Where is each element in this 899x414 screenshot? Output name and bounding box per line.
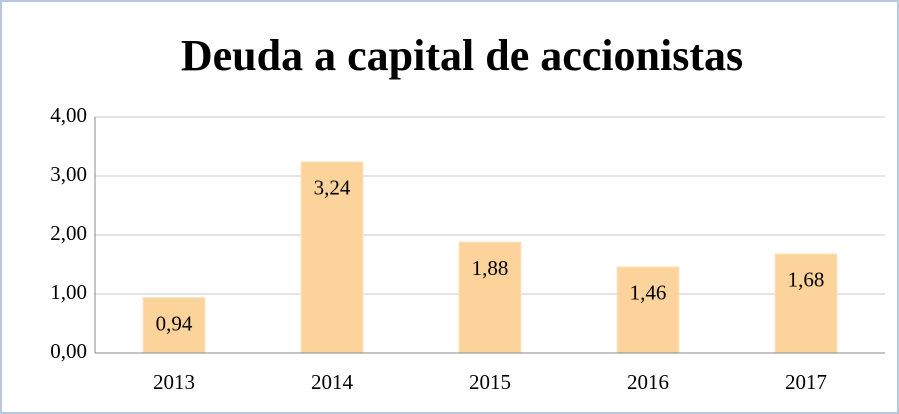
value-label: 3,24 [314,176,351,200]
y-tick-label: 2,00 [50,221,87,245]
value-label: 1,68 [788,268,825,292]
x-tick-label: 2017 [785,370,827,394]
chart-title: Deuda a capital de accionistas [181,31,743,80]
x-tick-label: 2015 [469,370,511,394]
y-tick-label: 4,00 [50,103,87,127]
bar [774,253,838,354]
x-tick-label: 2014 [311,370,354,394]
y-tick-label: 3,00 [50,162,87,186]
x-tick-label: 2013 [153,370,195,394]
value-label: 1,46 [630,281,667,305]
y-tick-label: 0,00 [50,339,87,363]
bar [300,161,364,354]
bar [458,241,522,354]
bar [142,297,206,354]
y-tick-label: 1,00 [50,280,87,304]
bar [616,266,680,354]
value-label: 0,94 [156,311,193,335]
value-label: 1,88 [472,256,509,280]
x-tick-label: 2016 [627,370,669,394]
